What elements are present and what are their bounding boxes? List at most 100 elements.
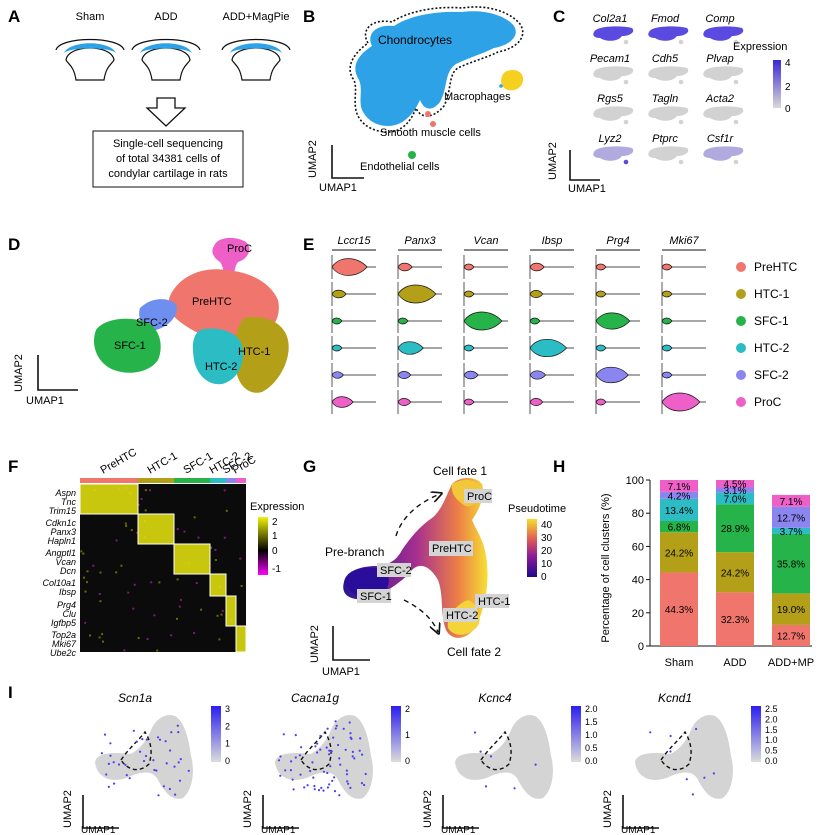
heatmap-noise [86,581,88,584]
expression-dot [156,736,160,739]
expression-dot [174,793,177,796]
heatmap-noise [220,613,223,616]
expression-dot [132,729,135,732]
heatmap-noise [136,531,139,534]
violin-shape [397,371,412,379]
heatmap-noise [240,585,243,587]
heatmap-noise [218,638,221,641]
bar-data-label: 7.0% [724,494,747,505]
legend-label: ProC [754,395,782,409]
expression-dot [335,724,338,728]
heatmap-noise [150,581,153,584]
heatmap-noise [98,636,101,639]
heatmap-noise [146,638,149,641]
expression-dot [135,740,138,743]
label-d-sfc1: SFC-1 [114,340,146,352]
expression-dot [364,772,367,776]
umap-shape [275,714,373,799]
panel-d: ProC PreHTC SFC-2 SFC-1 HTC-2 HTC-1 UMAP… [13,237,289,407]
umap-shape [635,714,733,799]
ylabel-i: UMAP2 [602,790,614,828]
umap-cells [703,106,744,121]
violin-shape [331,258,368,276]
expression-dot [299,773,302,776]
expression-dot [351,755,354,758]
expression-dot [277,759,281,762]
panel-label-b: B [303,7,315,26]
expression-dot [360,782,364,785]
label-chondrocytes: Chondrocytes [378,33,452,47]
gene-label: Acta2 [705,93,734,105]
panel-label-h: H [553,457,565,476]
umap-satellite-high [623,159,629,165]
heatmap-noise [99,571,102,574]
violin-shape [331,289,347,299]
colorbar-tick: 1.0 [765,735,778,745]
heatmap-block [226,596,236,626]
heatmap-noise [98,593,101,595]
ylabel-c: UMAP2 [547,142,559,180]
expression-dot [291,778,294,781]
violin-shape [331,317,343,325]
feature-plot-cdh5: Cdh5 [648,53,689,85]
tick-g-30: 30 [541,533,553,544]
colorbar-tick: 1.5 [765,725,778,735]
bar-data-label: 6.8% [668,523,691,534]
heatmap-noise [102,640,104,643]
cluster-header-label: HTC-1 [146,450,180,477]
heatmap-gene-label: Mki67 [52,639,77,649]
expression-dot [169,749,172,752]
heatmap-gene-label: Col10a1 [42,578,76,588]
expression-dot [322,789,325,792]
violin-shape [397,398,412,406]
legend-swatch [736,370,746,380]
colorbar-i [391,706,401,762]
y-tick-label: 20 [632,608,644,620]
ylabel-h: Percentage of cell clusters (%) [600,493,612,642]
feature-plot-scn1a: Scn1a UMAP2 UMAP1 3 2 1 0 [62,691,230,835]
expression-dot [513,787,516,790]
cluster-header-label: SFC-1 [182,450,216,476]
expression-dot [333,790,337,793]
x-tick-label: ADD [723,657,746,669]
heatmap-block [236,626,246,652]
expression-dot [328,753,331,756]
heatmap-gene-label: Ibsp [59,587,76,597]
expression-dot [353,757,356,760]
label-macrophages: Macrophages [444,91,511,103]
heatmap-noise [123,649,126,652]
umap-satellite [623,79,629,85]
expression-dot [141,738,144,741]
expression-dot [473,731,477,734]
y-tick-label: 60 [632,541,644,553]
violin-shape [595,366,629,384]
panel-label-a: A [8,7,20,26]
umap-satellite [678,39,684,45]
fossa-outline [221,38,291,51]
tick-g-40: 40 [541,520,553,531]
label-box-htc1 [475,594,509,608]
expression-dot [351,750,354,754]
violin-shape [397,284,437,304]
chondrocyte-outline [349,6,524,133]
xlabel-i: UMAP1 [81,825,116,835]
htc1-cluster [234,316,289,393]
colorbar-f [258,517,268,575]
umap-satellite [733,39,739,45]
heatmap-noise [101,633,104,636]
expression-dot [109,754,112,757]
tick-f-0: 0 [272,546,278,557]
heatmap-noise [170,634,173,637]
smooth-muscle-dot [430,121,436,127]
label-g-sfc2: SFC-2 [380,565,412,577]
feature-plot-lyz2: Lyz2 [593,133,634,165]
heatmap-gene-label: Angptl1 [44,548,76,558]
expression-dot [325,746,328,749]
expression-dot [349,732,352,735]
x-tick-label: Sham [665,657,694,669]
cluster-bar [210,478,226,483]
expression-dot [328,783,331,786]
bar-data-label: 19.0% [777,605,805,616]
feature-plot-tagln: Tagln [648,93,689,125]
